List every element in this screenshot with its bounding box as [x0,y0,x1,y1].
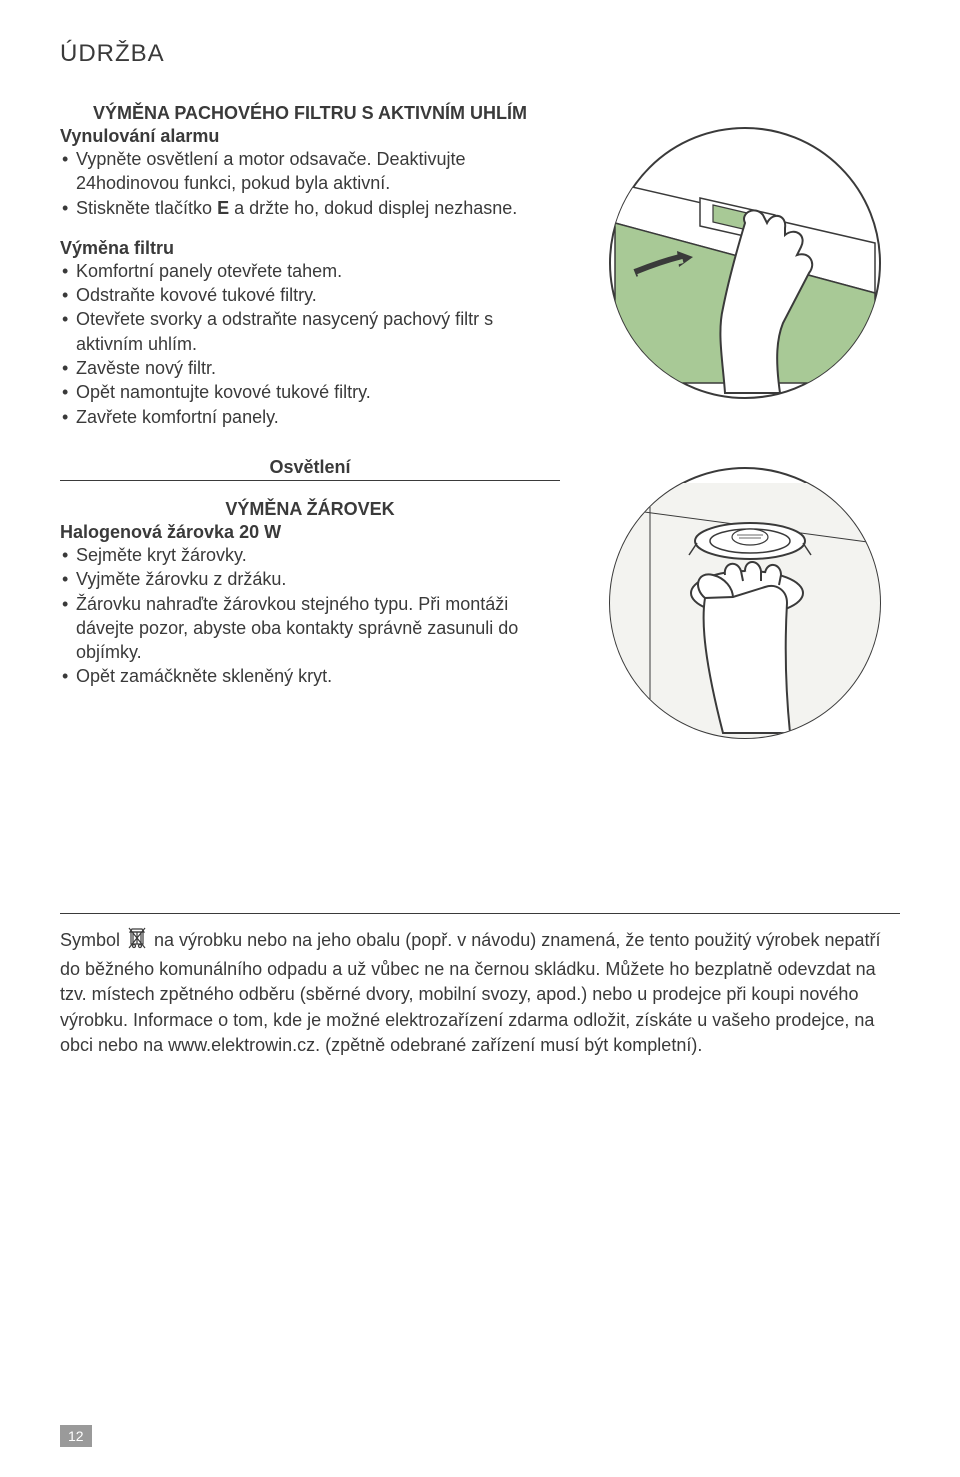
button-key-e: E [217,198,229,218]
footer-rule [60,913,900,914]
right-column [590,103,900,743]
text-fragment: a držte ho, dokud displej nezhasne. [229,198,517,218]
list-item: Opět zamáčkněte skleněný kryt. [60,664,560,688]
footer-paragraph: Symbol na výrobku nebo na jeho obalu (po… [60,926,900,1058]
page-number: 12 [60,1425,92,1447]
list-item: Odstraňte kovové tukové filtry. [60,283,560,307]
bulb-change-list: Sejměte kryt žárovky. Vyjměte žárovku z … [60,543,560,689]
lamp-cover-illustration [605,463,885,743]
list-item: Otevřete svorky a odstraňte nasycený pac… [60,307,560,356]
list-item: Komfortní panely otevřete tahem. [60,259,560,283]
list-item: Zavěste nový filtr. [60,356,560,380]
halogen-subtitle: Halogenová žárovka 20 W [60,522,560,543]
alarm-reset-subtitle: Vynulování alarmu [60,126,560,147]
content-row: VÝMĚNA PACHOVÉHO FILTRU S AKTIVNÍM UHLÍM… [60,103,900,743]
text-fragment: Symbol [60,930,125,950]
list-item: Vypněte osvětlení a motor odsavače. Deak… [60,147,560,196]
text-fragment: Stiskněte tlačítko [76,198,217,218]
alarm-reset-list: Vypněte osvětlení a motor odsavače. Deak… [60,147,560,220]
section-filter-title: VÝMĚNA PACHOVÉHO FILTRU S AKTIVNÍM UHLÍM [60,103,560,124]
filter-change-subtitle: Výměna filtru [60,238,560,259]
list-item: Opět namontujte kovové tukové filtry. [60,380,560,404]
list-item: Stiskněte tlačítko E a držte ho, dokud d… [60,196,560,220]
chapter-title: ÚDRŽBA [60,40,900,68]
list-item: Sejměte kryt žárovky. [60,543,560,567]
bulb-change-title: VÝMĚNA ŽÁROVEK [60,499,560,520]
filter-clip-illustration [605,123,885,403]
filter-change-list: Komfortní panely otevřete tahem. Odstraň… [60,259,560,429]
list-item: Zavřete komfortní panely. [60,405,560,429]
list-item: Vyjměte žárovku z držáku. [60,567,560,591]
list-item: Žárovku nahraďte žárovkou stejného typu.… [60,592,560,665]
weee-bin-icon [127,926,147,957]
left-column: VÝMĚNA PACHOVÉHO FILTRU S AKTIVNÍM UHLÍM… [60,103,560,743]
lighting-header: Osvětlení [60,457,560,481]
text-fragment: na výrobku nebo na jeho obalu (popř. v n… [60,930,881,1055]
